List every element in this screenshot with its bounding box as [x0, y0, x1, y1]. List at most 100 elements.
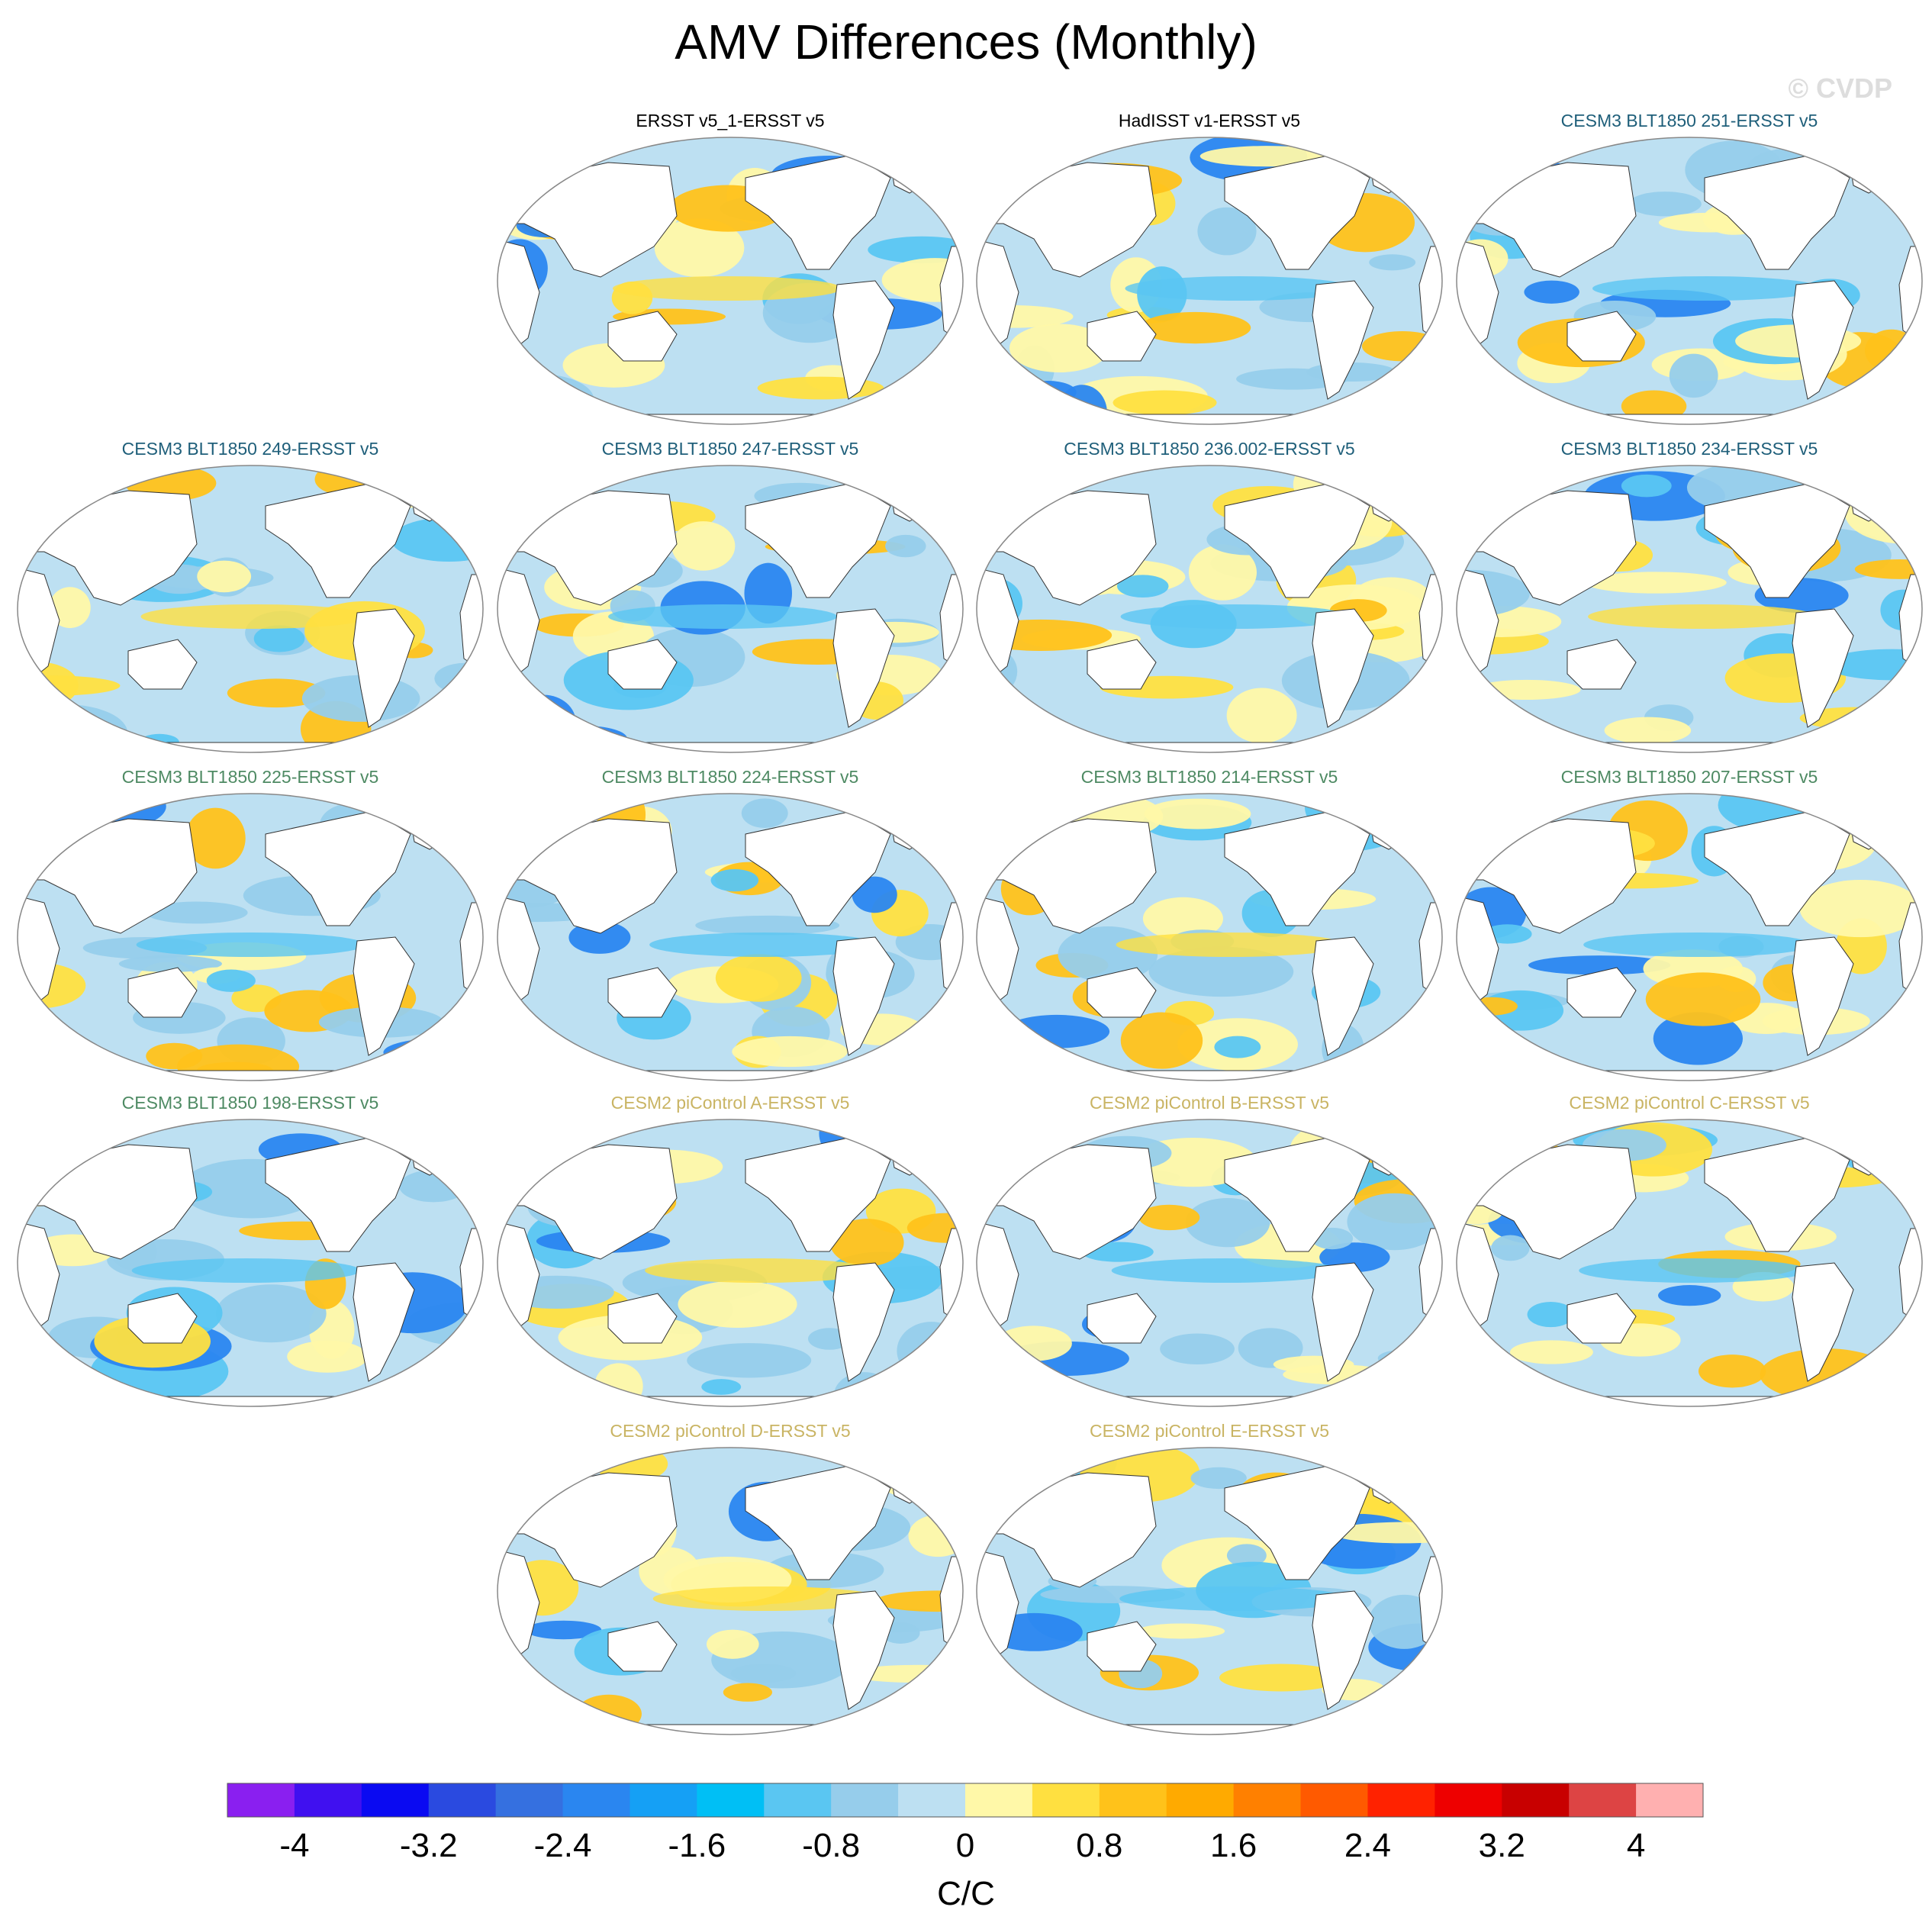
anomaly-patch: [197, 560, 252, 593]
anomaly-patch: [253, 625, 305, 652]
colorbar-tick-label: 1.6: [1210, 1827, 1257, 1864]
land-mask: [127, 1293, 198, 1344]
map-border: [17, 465, 484, 753]
land-mask: [1312, 936, 1374, 1056]
map-border: [1456, 137, 1923, 425]
anomaly-patch: [1524, 280, 1579, 304]
anomaly-patch: [897, 1322, 963, 1380]
land-mask: [1087, 967, 1157, 1018]
anomaly-patch: [185, 807, 246, 869]
robinson-map: [17, 793, 484, 1081]
map-border: [1456, 1119, 1923, 1407]
anomaly-patch: [701, 1379, 742, 1395]
colorbar-tick-label: -2.4: [534, 1827, 592, 1864]
anomaly-patch: [1527, 1301, 1575, 1328]
anomaly-patch: [1585, 572, 1727, 594]
map-border: [497, 793, 964, 1081]
colorbar-swatch: [965, 1783, 1033, 1817]
land-mask: [1849, 810, 1896, 850]
anomaly-patch: [1144, 798, 1251, 829]
land-mask: [890, 482, 937, 522]
map-panel: ERSST v5_1-ERSST v5: [494, 111, 967, 431]
land-mask: [1369, 1136, 1416, 1176]
robinson-map: [976, 1119, 1443, 1407]
anomaly-patch: [994, 1325, 1072, 1361]
panel-title: CESM2 piControl C-ERSST v5: [1569, 1093, 1810, 1113]
anomaly-patch: [908, 1515, 963, 1557]
anomaly-patch: [1361, 331, 1442, 362]
robinson-map: [497, 137, 964, 425]
colorbar-tick-label: -3.2: [400, 1827, 458, 1864]
colorbar-swatch: [428, 1783, 497, 1817]
anomaly-patch: [900, 383, 956, 422]
anomaly-patch: [227, 678, 326, 708]
anomaly-patch: [1658, 1285, 1721, 1306]
tropical-anomaly: [140, 604, 370, 629]
anomaly-patch: [885, 534, 926, 558]
anomaly-patch: [877, 143, 959, 177]
tropical-anomaly: [1116, 933, 1345, 957]
anomaly-patch: [541, 725, 628, 752]
land-mask: [569, 1724, 891, 1735]
colorbar-swatch: [1300, 1783, 1368, 1817]
anomaly-patch: [1138, 1204, 1200, 1231]
anomaly-patch: [1226, 688, 1297, 743]
map-panel: CESM3 BLT1850 225-ERSST v5: [14, 767, 487, 1087]
map-border: [497, 1119, 964, 1407]
anomaly-patch: [1367, 794, 1442, 839]
land-mask: [1792, 608, 1854, 728]
colorbar-swatch: [1233, 1783, 1302, 1817]
anomaly-patch: [413, 465, 483, 491]
anomaly-patch: [146, 1042, 203, 1070]
map-border: [976, 1119, 1443, 1407]
anomaly-patch: [1226, 1544, 1267, 1567]
map-border: [1456, 465, 1923, 753]
watermark: © CVDP: [1788, 72, 1892, 104]
tropical-anomaly: [131, 1258, 361, 1283]
robinson-map: [976, 793, 1443, 1081]
land-mask: [1087, 1293, 1157, 1344]
anomaly-patch: [1369, 254, 1416, 271]
land-mask: [410, 482, 457, 522]
robinson-map: [1456, 137, 1923, 425]
land-mask: [1369, 482, 1416, 522]
anomaly-patch: [1009, 324, 1109, 373]
panel-title: CESM3 BLT1850 236.002-ERSST v5: [1064, 439, 1355, 459]
land-mask: [127, 967, 198, 1018]
robinson-map: [497, 1447, 964, 1735]
map-panel: CESM2 piControl A-ERSST v5: [494, 1093, 967, 1413]
tropical-anomaly: [652, 1586, 882, 1611]
map-panel: CESM3 BLT1850 214-ERSST v5: [973, 767, 1446, 1087]
map-panel: CESM3 BLT1850 249-ERSST v5: [14, 439, 487, 759]
anomaly-patch: [1142, 897, 1223, 940]
anomaly-patch: [671, 521, 736, 571]
land-mask: [1048, 1070, 1370, 1081]
colorbar-tick-label: -1.6: [668, 1827, 726, 1864]
anomaly-patch: [1190, 1467, 1247, 1490]
anomaly-patch: [706, 1629, 759, 1659]
map-panel: HadISST v1-ERSST v5: [973, 111, 1446, 431]
anomaly-patch: [1219, 1664, 1343, 1692]
land-mask: [890, 1464, 937, 1504]
colorbar-outline: [227, 1783, 1704, 1818]
anomaly-patch: [687, 1343, 812, 1378]
colorbar-swatch: [697, 1783, 765, 1817]
map-border: [497, 465, 964, 753]
anomaly-patch: [1377, 1350, 1426, 1367]
map-border: [497, 1447, 964, 1735]
anomaly-patch: [1799, 879, 1922, 938]
land-mask: [1312, 1590, 1374, 1710]
anomaly-patch: [741, 798, 788, 828]
land-mask: [607, 967, 678, 1018]
tropical-anomaly: [645, 1258, 874, 1283]
map-panel: CESM3 BLT1850 247-ERSST v5: [494, 439, 967, 759]
anomaly-patch: [49, 587, 91, 629]
anomaly-patch: [1117, 575, 1169, 598]
anomaly-patch: [695, 915, 840, 936]
anomaly-patch: [497, 1374, 540, 1393]
anomaly-patch: [874, 1590, 963, 1612]
colorbar-swatch: [294, 1783, 362, 1817]
map-panel: CESM3 BLT1850 236.002-ERSST v5: [973, 439, 1446, 759]
map-border: [976, 1447, 1443, 1735]
anomaly-patch: [1199, 146, 1333, 167]
